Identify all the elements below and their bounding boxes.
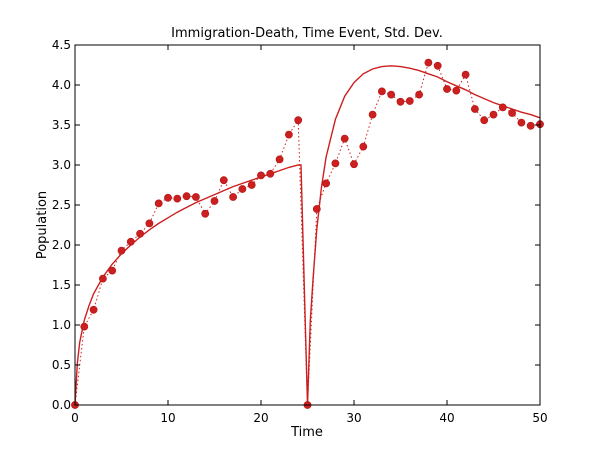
y-tick-label: 1.5 xyxy=(52,278,71,292)
chart-title: Immigration-Death, Time Event, Std. Dev. xyxy=(171,26,443,41)
y-tick-label: 2.5 xyxy=(52,198,71,212)
data-point xyxy=(517,118,526,127)
data-point xyxy=(145,219,154,228)
data-point xyxy=(164,193,172,202)
data-point xyxy=(368,110,377,119)
data-point xyxy=(480,116,489,125)
data-point xyxy=(470,105,479,113)
x-axis: 0 10 20 30 40 50 xyxy=(71,45,548,425)
data-point xyxy=(294,116,303,125)
x-tick-label: 20 xyxy=(253,411,268,425)
y-tick-label: 4.5 xyxy=(52,38,71,52)
data-point xyxy=(498,103,507,112)
data-point xyxy=(396,97,405,106)
data-point xyxy=(284,130,293,139)
data-point xyxy=(452,86,461,95)
data-point xyxy=(238,185,247,193)
data-point xyxy=(136,229,144,238)
data-point xyxy=(331,159,340,168)
y-tick-label: 2.0 xyxy=(52,238,71,252)
plot-frame xyxy=(74,44,541,406)
data-point xyxy=(424,58,433,67)
data-point xyxy=(210,197,219,205)
y-axis-label: Population xyxy=(35,191,50,259)
data-point xyxy=(275,155,284,164)
data-point xyxy=(508,109,516,117)
y-tick-label: 0.0 xyxy=(52,398,71,412)
data-point xyxy=(489,110,498,119)
data-point xyxy=(350,160,358,169)
x-tick-label: 30 xyxy=(346,411,361,425)
data-point xyxy=(229,193,237,201)
data-point xyxy=(433,61,442,70)
data-point xyxy=(191,193,200,201)
data-point xyxy=(266,169,275,178)
data-point xyxy=(377,87,386,96)
data-point xyxy=(117,246,126,255)
data-point xyxy=(154,199,163,208)
y-tick-label: 0.5 xyxy=(52,358,71,372)
data-point xyxy=(99,274,107,283)
series-line-solid xyxy=(74,65,541,406)
data-point xyxy=(173,194,182,203)
data-point xyxy=(247,181,256,189)
data-point xyxy=(443,85,451,93)
data-point xyxy=(387,90,396,99)
y-tick-label: 3.5 xyxy=(52,118,71,132)
y-tick-label: 4.0 xyxy=(52,78,71,92)
data-point xyxy=(257,171,265,180)
data-point xyxy=(322,179,330,188)
data-point xyxy=(461,70,470,79)
x-tick-label: 50 xyxy=(532,411,547,425)
plot-area xyxy=(71,58,544,409)
data-point xyxy=(312,205,321,213)
data-point xyxy=(219,176,228,185)
data-point xyxy=(405,97,414,105)
data-point xyxy=(340,134,349,143)
x-axis-label: Time xyxy=(290,425,323,440)
y-tick-label: 3.0 xyxy=(52,158,71,172)
data-point xyxy=(108,266,117,275)
data-point xyxy=(80,322,89,331)
data-point xyxy=(526,121,535,130)
data-point xyxy=(126,237,135,246)
x-tick-label: 0 xyxy=(71,411,79,425)
data-point xyxy=(415,90,423,99)
y-tick-label: 1.0 xyxy=(52,318,71,332)
data-point xyxy=(201,209,210,218)
x-tick-label: 10 xyxy=(160,411,175,425)
y-axis: 0.0 0.5 1.0 1.5 2.0 2.5 3.0 3.5 4.0 4.5 xyxy=(52,38,540,412)
data-point xyxy=(89,305,98,314)
data-point xyxy=(182,192,191,201)
data-point xyxy=(359,142,368,151)
x-tick-label: 40 xyxy=(439,411,454,425)
